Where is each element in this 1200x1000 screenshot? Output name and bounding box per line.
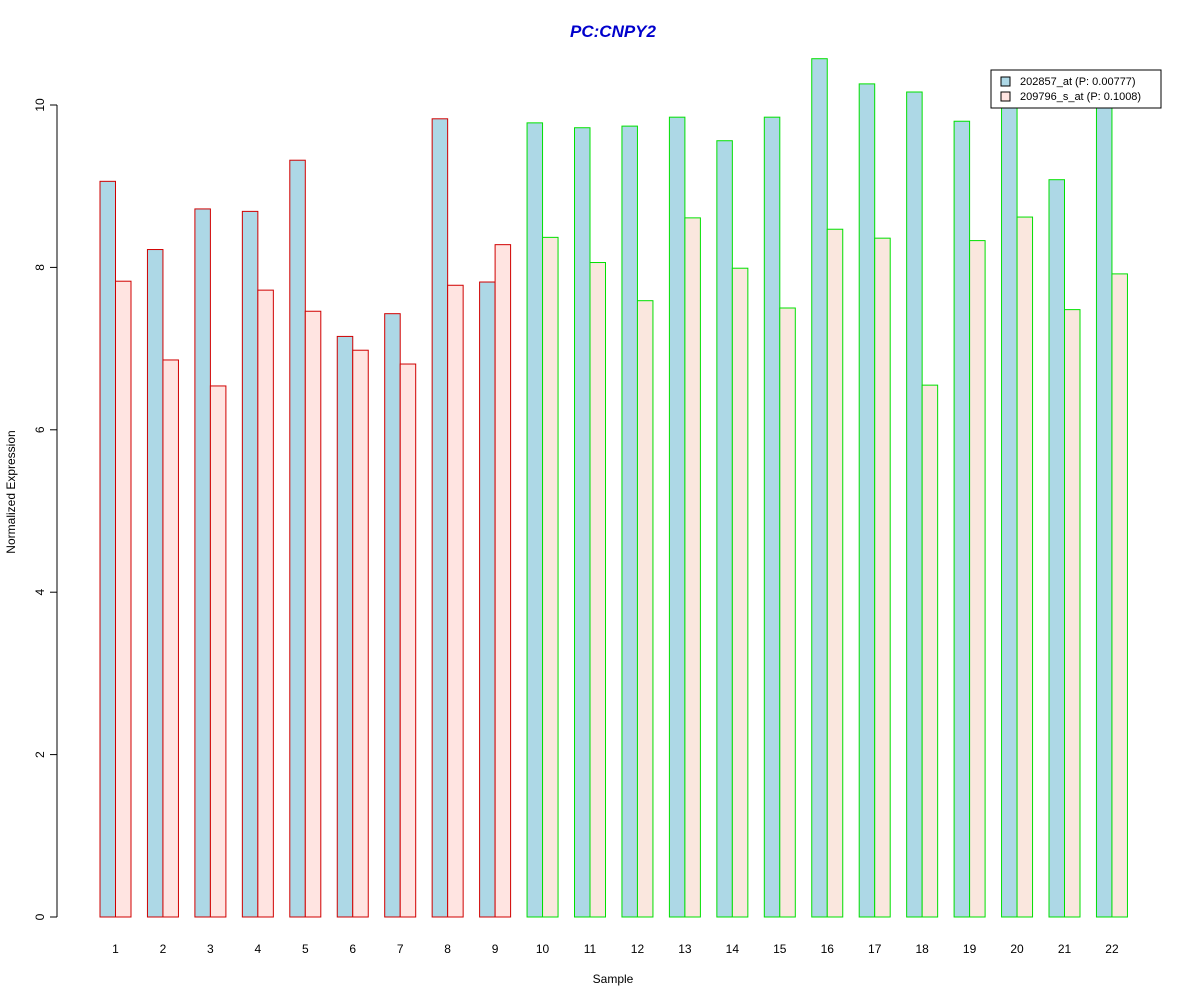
bar-series-2-sample-10: [542, 236, 559, 918]
bars: [99, 58, 1128, 918]
chart-title: PC:CNPY2: [570, 22, 657, 41]
y-tick-label: 10: [33, 98, 47, 112]
x-tick-label: 14: [726, 942, 740, 956]
bar-series-1-sample-9: [479, 281, 496, 918]
y-axis-title: Normalized Expression: [4, 430, 18, 553]
legend-box: [990, 69, 1162, 109]
bar-series-1-sample-10: [526, 122, 544, 918]
x-tick-label: 11: [584, 942, 597, 956]
bar-series-2-sample-14: [731, 267, 749, 918]
bar-series-2-sample-22: [1111, 273, 1128, 918]
x-tick-label: 22: [1105, 942, 1119, 956]
x-tick-labels: 1 2 3 4 5 6 7 8 9 10 11 12 13 14 15 16 17 18 19 20 21 22: [112, 942, 1119, 956]
bar-series-1-sample-21: [1048, 179, 1065, 918]
x-tick-label: 6: [349, 942, 356, 956]
bar-series-2-sample-19: [969, 240, 986, 918]
bar-series-2-sample-13: [684, 217, 701, 918]
x-tick-label: 2: [160, 942, 167, 956]
legend-swatch-series-1: [1000, 76, 1011, 87]
x-axis-title: Sample: [593, 972, 634, 986]
bar-series-2-sample-16: [826, 228, 844, 918]
bar-series-2-sample-1: [115, 280, 132, 918]
x-tick-label: 17: [868, 942, 882, 956]
x-tick-label: 3: [207, 942, 214, 956]
bar-series-1-sample-11: [574, 127, 591, 918]
bar-series-1-sample-5: [289, 159, 306, 918]
x-tick-label: 20: [1010, 942, 1024, 956]
bar-series-1-sample-20: [1001, 102, 1018, 918]
legend-label-series-2: 209796_s_at (P: 0.1008): [1020, 91, 1141, 103]
y-tick-label: 2: [33, 751, 47, 758]
y-tick-label: 0: [33, 913, 47, 920]
y-tick-label: 8: [33, 264, 47, 271]
bar-series-2-sample-15: [779, 307, 796, 918]
bar-series-1-sample-19: [953, 120, 971, 918]
bar-series-1-sample-15: [763, 116, 781, 918]
bar-series-1-sample-3: [194, 208, 211, 918]
bar-series-2-sample-9: [494, 244, 512, 918]
bar-series-1-sample-7: [384, 313, 401, 918]
bar-series-1-sample-18: [906, 91, 923, 918]
x-tick-label: 10: [536, 942, 550, 956]
bar-series-2-sample-4: [257, 289, 274, 918]
bar-series-1-sample-16: [811, 58, 828, 918]
x-tick-label: 15: [773, 942, 787, 956]
x-tick-label: 4: [255, 942, 262, 956]
bar-series-1-sample-12: [621, 125, 638, 918]
bar-series-2-sample-6: [352, 349, 369, 918]
x-tick-label: 7: [397, 942, 404, 956]
y-axis: 0 2 4 6 8 10: [33, 98, 58, 920]
y-tick-label: 6: [33, 426, 47, 433]
bar-series-1-sample-6: [336, 335, 354, 918]
legend-swatch-series-2: [1000, 91, 1011, 102]
x-tick-label: 18: [915, 942, 929, 956]
bar-series-2-sample-12: [636, 300, 654, 918]
x-tick-label: 16: [821, 942, 835, 956]
bar-series-1-sample-22: [1095, 104, 1113, 918]
bar-series-1-sample-17: [858, 83, 876, 918]
bar-series-2-sample-7: [399, 363, 417, 918]
bar-series-1-sample-8: [431, 118, 449, 918]
bar-series-2-sample-5: [304, 310, 322, 918]
bar-series-2-sample-17: [874, 237, 891, 918]
bar-series-2-sample-8: [447, 284, 464, 918]
x-tick-label: 5: [302, 942, 309, 956]
bar-series-2-sample-2: [162, 359, 179, 918]
x-tick-label: 12: [631, 942, 645, 956]
bar-series-2-sample-11: [589, 262, 606, 918]
bar-series-2-sample-21: [1064, 309, 1081, 918]
bar-series-1-sample-4: [241, 210, 259, 918]
x-tick-label: 19: [963, 942, 977, 956]
legend: 202857_at (P: 0.00777) 209796_s_at (P: 0…: [990, 69, 1162, 109]
bar-series-1-sample-2: [146, 249, 164, 918]
x-tick-label: 1: [112, 942, 119, 956]
bar-series-2-sample-3: [209, 385, 227, 918]
x-tick-label: 8: [444, 942, 451, 956]
x-tick-label: 9: [492, 942, 499, 956]
bar-series-1-sample-1: [99, 180, 116, 918]
bar-series-1-sample-13: [668, 116, 686, 918]
legend-label-series-1: 202857_at (P: 0.00777): [1020, 76, 1136, 88]
bar-series-1-sample-14: [716, 140, 733, 918]
x-tick-label: 13: [678, 942, 692, 956]
y-tick-label: 4: [33, 589, 47, 596]
bar-series-2-sample-18: [921, 384, 939, 918]
bar-series-2-sample-20: [1016, 216, 1034, 918]
x-tick-label: 21: [1058, 942, 1072, 956]
